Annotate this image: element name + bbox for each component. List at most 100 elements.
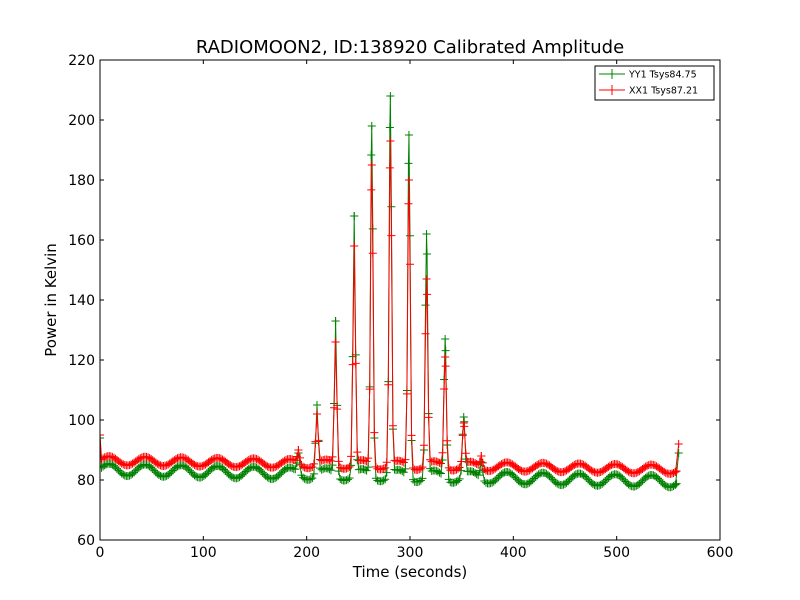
- data-point: [421, 329, 430, 338]
- y-tick-label: 120: [68, 353, 95, 369]
- data-point: [404, 131, 413, 139]
- data-point: [672, 479, 681, 488]
- legend-label-yy1: YY1 Tsys84.75: [628, 70, 697, 81]
- data-point: [347, 452, 356, 461]
- data-point: [370, 428, 379, 437]
- data-point: [477, 452, 486, 460]
- series-layer: [100, 92, 683, 492]
- data-point: [353, 448, 362, 457]
- data-point: [294, 446, 303, 454]
- data-point: [381, 475, 390, 484]
- data-point: [386, 92, 395, 100]
- data-point: [351, 359, 360, 368]
- data-point: [435, 468, 444, 477]
- legend-box: [594, 65, 715, 101]
- data-point: [362, 457, 371, 466]
- data-point: [364, 463, 373, 472]
- data-point: [401, 464, 410, 473]
- x-tick-label: 300: [397, 545, 424, 561]
- data-point: [435, 458, 444, 467]
- data-point: [344, 463, 352, 472]
- y-tick-label: 100: [68, 413, 95, 429]
- data-point: [455, 463, 464, 472]
- data-point: [309, 459, 318, 468]
- data-point: [313, 401, 321, 409]
- data-point: [367, 151, 376, 160]
- data-point: [345, 462, 354, 471]
- data-point: [454, 476, 463, 485]
- data-point: [368, 249, 377, 258]
- data-point: [418, 463, 427, 472]
- data-point: [291, 456, 300, 465]
- x-tick-label: 400: [500, 545, 527, 561]
- y-tick-label: 140: [68, 293, 95, 309]
- legend-label-xx1: XX1 Tsys87.21: [629, 86, 698, 97]
- data-point: [438, 448, 447, 457]
- data-point: [100, 431, 104, 439]
- data-point: [379, 476, 388, 485]
- data-point: [399, 468, 408, 477]
- data-point: [459, 419, 468, 427]
- data-point: [416, 464, 425, 473]
- data-point: [345, 473, 354, 482]
- data-point: [423, 290, 432, 299]
- data-point: [441, 335, 450, 343]
- data-point: [382, 458, 391, 467]
- data-point: [100, 434, 104, 442]
- y-tick-label: 60: [77, 533, 95, 549]
- data-point: [384, 380, 393, 389]
- data-point: [419, 441, 428, 450]
- data-point: [308, 474, 317, 483]
- data-point: [441, 362, 450, 371]
- data-point: [306, 475, 315, 484]
- data-point: [441, 346, 450, 355]
- data-point: [407, 431, 416, 440]
- data-point: [367, 185, 376, 194]
- data-point: [367, 122, 376, 130]
- data-point: [458, 431, 467, 440]
- data-point: [325, 465, 334, 474]
- data-point: [331, 317, 340, 325]
- data-point: [379, 464, 388, 473]
- data-point: [674, 440, 683, 448]
- data-point: [454, 464, 463, 473]
- data-point: [328, 452, 337, 461]
- data-point: [362, 466, 371, 475]
- y-tick-label: 200: [68, 113, 95, 129]
- data-point: [404, 159, 413, 168]
- data-point: [326, 466, 335, 475]
- chart-title: RADIOMOON2, ID:138920 Calibrated Amplitu…: [196, 37, 624, 58]
- data-point: [674, 449, 683, 457]
- data-point: [402, 389, 411, 398]
- data-point: [437, 469, 445, 478]
- data-point: [334, 457, 343, 466]
- y-tick-label: 80: [77, 473, 95, 489]
- data-point: [387, 231, 396, 240]
- data-point: [424, 413, 433, 422]
- data-point: [443, 436, 452, 445]
- y-axis-label: Power in Kelvin: [42, 243, 60, 357]
- data-point: [350, 242, 359, 250]
- data-point: [478, 458, 487, 467]
- x-tick-label: 200: [293, 545, 320, 561]
- y-axis: 60 80 100 120 140 160 180 200 220: [68, 53, 720, 549]
- x-tick-label: 500: [603, 545, 630, 561]
- y-tick-label: 160: [68, 233, 95, 249]
- data-point: [291, 465, 300, 474]
- legend: YY1 Tsys84.75 XX1 Tsys87.21: [594, 65, 715, 101]
- data-point: [474, 471, 483, 480]
- data-point: [404, 199, 413, 208]
- data-point: [671, 480, 680, 489]
- series-markers-1: [100, 137, 683, 478]
- data-point: [455, 474, 464, 483]
- data-point: [314, 436, 323, 445]
- data-point: [367, 161, 376, 169]
- data-point: [388, 421, 397, 430]
- data-point: [385, 163, 394, 172]
- data-point: [441, 353, 450, 361]
- data-point: [422, 230, 431, 238]
- x-axis: 0 100 200 300 400 500 600: [96, 60, 734, 561]
- x-tick-label: 600: [707, 545, 734, 561]
- data-point: [460, 422, 469, 431]
